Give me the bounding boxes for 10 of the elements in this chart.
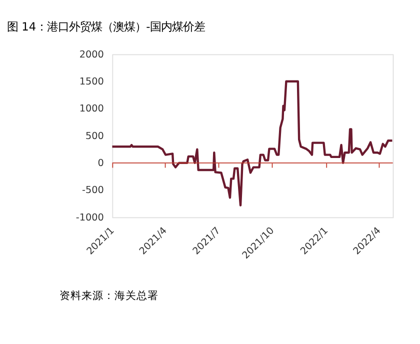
y-tick-label: 0: [98, 158, 104, 170]
y-tick-label: 1000: [79, 104, 104, 115]
chart-title: 图 14：港口外贸煤（澳煤）-国内煤价差: [7, 20, 206, 34]
y-tick-label: 2000: [79, 49, 104, 60]
y-tick-label: 500: [86, 130, 104, 142]
line-series: [111, 80, 394, 206]
y-tick-label: 1500: [79, 76, 104, 88]
text: 资料来源：海关总署: [60, 288, 159, 302]
y-tick-label: -1000: [76, 212, 104, 224]
y-tick-label: -500: [82, 185, 104, 196]
